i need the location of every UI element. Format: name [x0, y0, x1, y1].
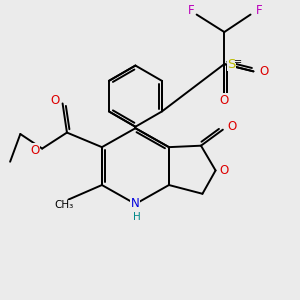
- Text: O: O: [220, 164, 229, 177]
- Text: S: S: [227, 58, 236, 70]
- Text: CH₃: CH₃: [54, 200, 74, 210]
- Text: O: O: [30, 144, 40, 157]
- Text: O: O: [220, 94, 229, 107]
- Text: O: O: [227, 120, 236, 133]
- Text: O: O: [51, 94, 60, 107]
- Text: F: F: [188, 4, 194, 17]
- Text: F: F: [256, 4, 262, 17]
- Text: N: N: [131, 197, 140, 211]
- Text: =: =: [234, 57, 242, 67]
- Text: O: O: [259, 65, 268, 78]
- Text: H: H: [133, 212, 141, 222]
